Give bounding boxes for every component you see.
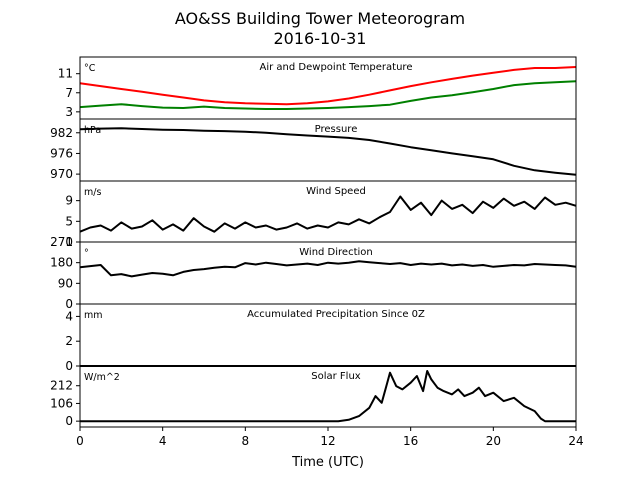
- temperature-panel: 3 7 11 °C Air and Dewpoint Temperature: [58, 57, 576, 119]
- figure-subtitle: 2016-10-31: [274, 29, 367, 48]
- wind-speed-series-line-0: [80, 197, 576, 232]
- pressure-panel: 970 976 982 hPa Pressure: [50, 119, 576, 181]
- wind-speed-ytick-label-2: 9: [65, 194, 73, 208]
- solar-flux-ytick-label-1: 106: [50, 396, 73, 410]
- temperature-ytick-label-2: 11: [58, 67, 73, 81]
- precipitation-ytick-label-1: 2: [65, 334, 73, 348]
- pressure-unit-label: hPa: [84, 125, 101, 136]
- temperature-unit-label: °C: [84, 63, 96, 74]
- precipitation-unit-label: mm: [84, 310, 103, 321]
- xtick-label-5: 20: [486, 434, 501, 448]
- xtick-label-2: 8: [242, 434, 250, 448]
- wind-direction-series-line-0: [80, 261, 576, 276]
- solar-flux-ytick-label-2: 212: [50, 379, 73, 393]
- xtick-label-6: 24: [568, 434, 583, 448]
- pressure-series-line-0: [80, 128, 576, 175]
- pressure-ytick-label-2: 982: [50, 126, 73, 140]
- precipitation-ytick-label-0: 0: [65, 359, 73, 373]
- x-axis: 0 4 8 12 16 20 24: [76, 427, 583, 448]
- temperature-ytick-label-0: 3: [65, 105, 73, 119]
- xtick-label-1: 4: [159, 434, 167, 448]
- precipitation-panel-title: Accumulated Precipitation Since 0Z: [247, 309, 425, 320]
- temperature-panel-title: Air and Dewpoint Temperature: [260, 62, 413, 73]
- wind-direction-ytick-label-2: 180: [50, 256, 73, 270]
- wind-direction-ytick-label-1: 90: [58, 276, 73, 290]
- solar-flux-panel-title: Solar Flux: [311, 371, 361, 382]
- wind-direction-panel-title: Wind Direction: [299, 247, 373, 258]
- solar-flux-panel: 0 106 212 W/m^2 Solar Flux: [50, 366, 576, 428]
- xtick-label-3: 12: [320, 434, 335, 448]
- precipitation-ytick-label-2: 4: [65, 309, 73, 323]
- meteorogram-figure: AO&SS Building Tower Meteorogram 2016-10…: [0, 0, 640, 480]
- figure-title: AO&SS Building Tower Meteorogram: [175, 9, 465, 28]
- solar-flux-unit-label: W/m^2: [84, 372, 120, 383]
- wind-speed-panel-title: Wind Speed: [306, 186, 366, 197]
- pressure-ytick-label-1: 976: [50, 146, 73, 160]
- temperature-ytick-label-1: 7: [65, 86, 73, 100]
- wind-speed-ytick-label-1: 5: [65, 214, 73, 228]
- wind-speed-unit-label: m/s: [84, 187, 101, 198]
- precipitation-panel: 0 2 4 mm Accumulated Precipitation Since 0Z: [65, 304, 576, 373]
- pressure-ytick-label-0: 970: [50, 167, 73, 181]
- temperature-series-line-1: [80, 81, 576, 109]
- wind-direction-ytick-label-3: 270: [50, 235, 73, 249]
- solar-flux-ytick-label-0: 0: [65, 414, 73, 428]
- pressure-panel-title: Pressure: [315, 124, 358, 135]
- wind-direction-unit-label: °: [84, 248, 89, 259]
- xtick-label-0: 0: [76, 434, 84, 448]
- xtick-label-4: 16: [403, 434, 418, 448]
- x-axis-label: Time (UTC): [291, 455, 364, 470]
- panels-group: 3 7 11 °C Air and Dewpoint Temperature 970 976…: [50, 57, 576, 428]
